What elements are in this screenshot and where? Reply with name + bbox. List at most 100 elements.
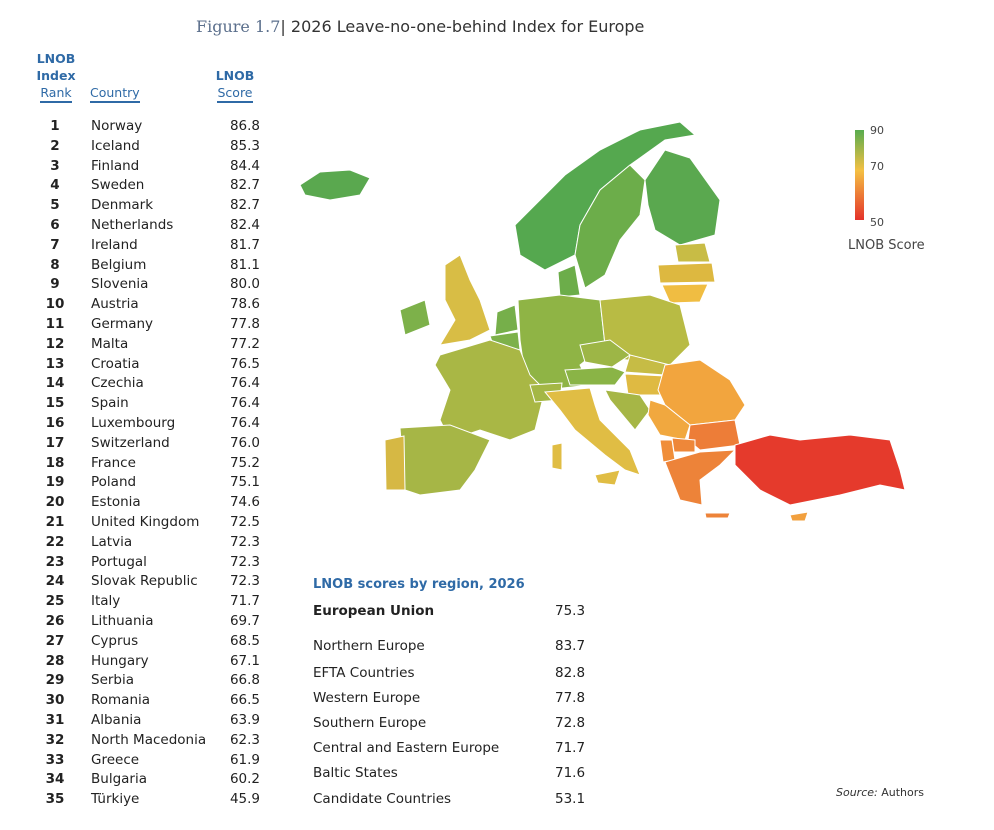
map-austria — [564, 366, 626, 386]
region-score: 75.3 — [555, 603, 586, 619]
rank: 30 — [45, 692, 65, 709]
region-name: Baltic States — [313, 765, 398, 781]
country: Romania — [91, 692, 151, 709]
country: Slovak Republic — [91, 573, 198, 590]
rank: 31 — [45, 712, 65, 728]
rank: 15 — [45, 395, 65, 412]
map-slovenia-croatia — [604, 389, 651, 431]
score: 69.7 — [229, 613, 260, 629]
score: 61.9 — [229, 751, 260, 768]
map-turkiye — [734, 434, 906, 506]
figure-title: Figure 1.7| 2026 Leave-no-one-behind Ind… — [196, 17, 645, 36]
country: Hungary — [91, 652, 149, 669]
country: Sweden — [91, 177, 145, 194]
rank: 8 — [50, 256, 60, 273]
rank: 13 — [45, 355, 65, 372]
country: Malta — [91, 335, 129, 352]
score: 76.4 — [229, 375, 260, 392]
country: Finland — [91, 157, 140, 174]
rank: 9 — [50, 276, 60, 293]
legend-color-bar — [855, 130, 864, 220]
country: Denmark — [91, 197, 154, 214]
score: 78.6 — [229, 296, 260, 313]
score: 66.8 — [229, 672, 260, 689]
score: 75.2 — [229, 454, 260, 471]
score: 77.8 — [229, 316, 260, 332]
country: Germany — [91, 316, 154, 332]
rank: 6 — [50, 217, 60, 233]
region-name: Southern Europe — [313, 715, 427, 731]
map-iceland — [299, 169, 371, 201]
score: 84.4 — [229, 157, 260, 174]
rank: 29 — [45, 672, 65, 689]
legend-mid: 70 — [870, 160, 884, 173]
map-netherlands — [494, 304, 519, 336]
score: 67.1 — [229, 652, 260, 669]
country: Latvia — [91, 533, 133, 550]
score: 86.8 — [229, 118, 260, 134]
region-name: Northern Europe — [313, 638, 425, 654]
map-crete — [704, 512, 731, 519]
score: 76.5 — [229, 355, 260, 372]
rank: 3 — [50, 157, 60, 174]
header-country-text: Country — [90, 84, 140, 103]
map-france — [434, 339, 546, 441]
header-score-line2: Score — [217, 84, 253, 103]
map-sweden — [574, 164, 646, 289]
region-score: 82.8 — [555, 665, 586, 681]
region-row: EFTA Countries 82.8 — [313, 665, 613, 681]
map-lithuania — [661, 283, 709, 304]
legend-min: 50 — [870, 216, 884, 229]
rank: 11 — [45, 316, 65, 332]
map-sicily — [594, 469, 621, 486]
score: 76.4 — [229, 395, 260, 412]
source-text: Authors — [881, 786, 924, 799]
country: Greece — [91, 751, 140, 768]
country: Austria — [91, 296, 139, 313]
rank: 17 — [45, 434, 65, 451]
header-rank: LNOB Index Rank — [30, 50, 82, 103]
score: 72.3 — [229, 533, 260, 550]
country: Lithuania — [91, 613, 154, 629]
region-row: Northern Europe 83.7 — [313, 638, 613, 654]
country: France — [91, 454, 136, 471]
country: Czechia — [91, 375, 144, 392]
legend-title: LNOB Score — [848, 238, 925, 253]
country: Serbia — [91, 672, 135, 689]
country: Spain — [91, 395, 129, 412]
country: Netherlands — [91, 217, 174, 233]
rank: 25 — [45, 593, 65, 610]
country: Cyprus — [91, 632, 139, 649]
score: 82.7 — [229, 197, 260, 214]
figure-label: Figure 1.7 — [196, 17, 281, 36]
rank: 12 — [45, 335, 65, 352]
country: Bulgaria — [91, 771, 147, 788]
rank: 2 — [50, 137, 60, 154]
header-score: LNOB Score — [212, 67, 258, 103]
rank: 32 — [45, 731, 65, 748]
score: 80.0 — [229, 276, 260, 293]
country: United Kingdom — [91, 514, 200, 530]
country: Türkiye — [91, 791, 140, 808]
regions-title: LNOB scores by region, 2026 — [313, 577, 525, 592]
region-row: Western Europe 77.8 — [313, 690, 613, 706]
header-country: Country — [90, 84, 140, 103]
rank: 10 — [45, 296, 65, 313]
region-score: 83.7 — [555, 638, 586, 654]
rank: 24 — [45, 573, 65, 590]
score: 74.6 — [229, 494, 260, 511]
score: 71.7 — [229, 593, 260, 610]
country: Poland — [91, 474, 137, 491]
region-row: Southern Europe 72.8 — [313, 715, 613, 731]
rank: 19 — [45, 474, 65, 491]
region-score: 72.8 — [555, 715, 586, 731]
rank: 23 — [45, 553, 65, 570]
score: 68.5 — [229, 632, 260, 649]
score: 76.4 — [229, 415, 260, 431]
map-greece — [664, 449, 737, 506]
map-cyprus — [789, 511, 809, 522]
rank: 27 — [45, 632, 65, 649]
score: 81.1 — [229, 256, 260, 273]
score: 45.9 — [229, 791, 260, 808]
